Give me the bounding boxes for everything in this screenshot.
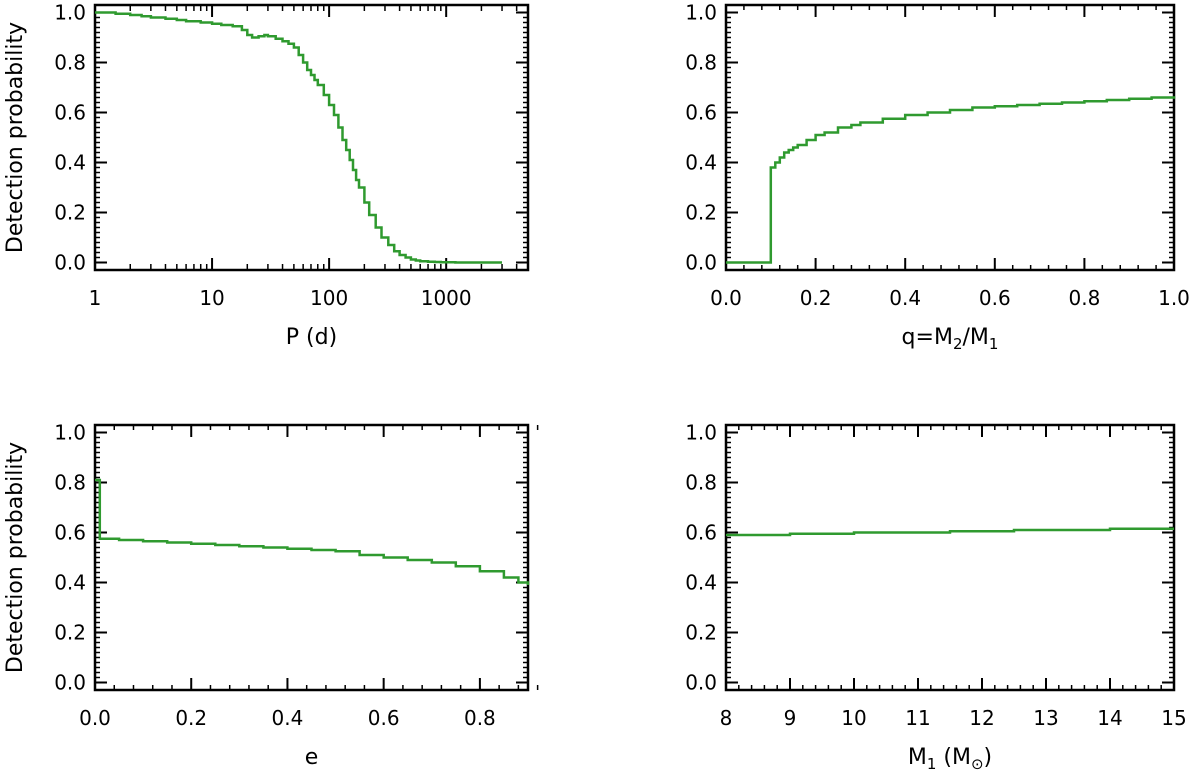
x-tick-label: 0.0 bbox=[79, 706, 111, 730]
y-tick-label: 1.0 bbox=[54, 421, 86, 445]
y-tick-label: 0.8 bbox=[54, 471, 86, 495]
panel-primary-mass: 8 9 10 11 12 13 14 15 0.0 0.2 0.4 0.6 0.8 1.0 M1 (M⊙) bbox=[685, 421, 1187, 773]
x-tick-label: 0.6 bbox=[368, 706, 400, 730]
x-axis-label: e bbox=[305, 745, 319, 770]
plot-frame bbox=[93, 423, 530, 692]
y-tick-label: 0.0 bbox=[54, 671, 86, 695]
plot-frame bbox=[724, 423, 1176, 692]
x-tick-label: 100 bbox=[310, 286, 348, 310]
y-tick-label: 0.8 bbox=[54, 51, 86, 75]
y-tick-label: 0.4 bbox=[54, 151, 86, 175]
y-tick-label: 1.0 bbox=[685, 1, 717, 25]
y-tick-label: 0.6 bbox=[54, 101, 86, 125]
plot-frame bbox=[724, 3, 1176, 272]
y-tick-label: 0.0 bbox=[685, 671, 717, 695]
x-tick-label: 9 bbox=[784, 706, 797, 730]
panel-eccentricity: 0.0 0.2 0.4 0.6 0.8 0.0 0.2 0.4 0.6 0.8 1.0 e Detect… bbox=[3, 421, 539, 770]
x-tick-label: 0.6 bbox=[979, 286, 1011, 310]
x-tick-label: 11 bbox=[905, 706, 930, 730]
x-tick-label: 12 bbox=[969, 706, 994, 730]
y-tick-label: 0.0 bbox=[54, 251, 86, 275]
panel-mass-ratio: 0.0 0.2 0.4 0.6 0.8 1.0 0.0 0.2 0.4 0.6 0.8 1.0 q=M2… bbox=[685, 1, 1190, 353]
x-tick-label: 15 bbox=[1161, 706, 1186, 730]
x-tick-label: 1.0 bbox=[1158, 286, 1190, 310]
x-tick-label: 1 bbox=[89, 286, 102, 310]
y-tick-label: 0.8 bbox=[685, 51, 717, 75]
y-tick-label: 0.6 bbox=[685, 101, 717, 125]
data-series-line bbox=[95, 478, 530, 585]
x-axis-label: P (d) bbox=[286, 325, 337, 350]
x-axis-label: q=M2/M1 bbox=[902, 325, 999, 353]
x-tick-label: 0.2 bbox=[175, 706, 207, 730]
x-tick-label: 1000 bbox=[421, 286, 472, 310]
data-series-line bbox=[95, 11, 502, 264]
y-tick-label: 0.4 bbox=[685, 151, 717, 175]
y-tick-label: 1.0 bbox=[685, 421, 717, 445]
x-tick-label: 10 bbox=[199, 286, 224, 310]
y-tick-label: 0.4 bbox=[54, 571, 86, 595]
x-tick-label: 0.2 bbox=[800, 286, 832, 310]
data-series-line bbox=[726, 527, 1174, 537]
x-tick-label: 8 bbox=[720, 706, 733, 730]
plot-frame bbox=[93, 3, 530, 272]
x-tick-label: 0.8 bbox=[1068, 286, 1100, 310]
x-tick-label: 0.8 bbox=[464, 706, 496, 730]
y-tick-label: 0.2 bbox=[54, 621, 86, 645]
x-axis-label: M1 (M⊙) bbox=[908, 745, 992, 773]
y-tick-label: 0.2 bbox=[54, 201, 86, 225]
x-tick-label: 13 bbox=[1033, 706, 1058, 730]
y-tick-label: 0.8 bbox=[685, 471, 717, 495]
y-axis-label: Detection probability bbox=[3, 442, 28, 673]
y-tick-label: 0.4 bbox=[685, 571, 717, 595]
x-tick-label: 0.4 bbox=[889, 286, 921, 310]
x-tick-label: 0.4 bbox=[272, 706, 304, 730]
panel-period: 1 10 100 1000 0.0 0.2 0.4 0.6 0.8 1.0 P (d) Detecti… bbox=[3, 1, 530, 350]
y-tick-label: 0.6 bbox=[54, 521, 86, 545]
y-tick-label: 1.0 bbox=[54, 1, 86, 25]
y-tick-label: 0.0 bbox=[685, 251, 717, 275]
y-tick-label: 0.6 bbox=[685, 521, 717, 545]
data-series-line bbox=[726, 96, 1176, 264]
y-tick-label: 0.2 bbox=[685, 621, 717, 645]
y-tick-label: 0.2 bbox=[685, 201, 717, 225]
x-tick-label: 14 bbox=[1097, 706, 1122, 730]
x-tick-label: 10 bbox=[841, 706, 866, 730]
x-tick-label: 0.0 bbox=[710, 286, 742, 310]
y-axis-label: Detection probability bbox=[3, 22, 28, 253]
